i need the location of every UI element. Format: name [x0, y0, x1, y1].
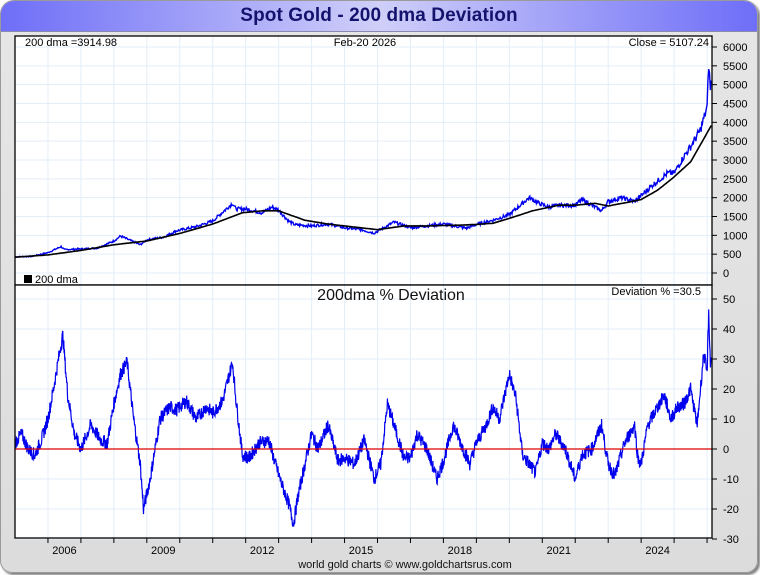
dma-value-label: 200 dma =3914.98	[25, 37, 117, 49]
date-label: Feb-20 2026	[334, 37, 396, 49]
deviation-grid	[15, 285, 712, 540]
price-y-tick-label: 2000	[723, 193, 747, 205]
legend-label-200dma: 200 dma	[35, 274, 79, 286]
deviation-line	[14, 309, 712, 528]
deviation-plot-border	[14, 284, 713, 539]
deviation-series	[14, 309, 712, 528]
deviation-y-tick-label: 50	[723, 294, 735, 306]
price-y-tick-label: 5000	[723, 80, 747, 92]
price-y-axis: 0 500 1000 1500 2000 2500 3000 3500 4000 4500 5000…	[712, 42, 747, 280]
price-y-tick-label: 500	[723, 249, 741, 261]
footer-credit: world gold charts © www.goldchartsrus.co…	[297, 559, 512, 571]
deviation-value-label: Deviation % =30.5	[611, 286, 701, 298]
price-y-tick-label: 3500	[723, 136, 747, 148]
deviation-y-tick-label: 10	[723, 414, 735, 426]
close-value-label: Close = 5107.24	[629, 37, 709, 49]
price-line	[14, 69, 712, 259]
price-grid	[15, 36, 712, 285]
deviation-title: 200dma % Deviation	[317, 287, 465, 304]
x-tick-label: 2009	[151, 545, 175, 557]
x-tick-label: 2021	[547, 545, 571, 557]
deviation-y-tick-label: 20	[723, 384, 735, 396]
price-y-tick-label: 5500	[723, 61, 747, 73]
x-tick-label: 2012	[250, 545, 274, 557]
title-bar: Spot Gold - 200 dma Deviation	[1, 1, 757, 32]
price-y-tick-label: 4000	[723, 117, 747, 129]
deviation-plot-area	[15, 285, 712, 538]
deviation-y-tick-label: -30	[723, 534, 739, 546]
dma-line	[14, 125, 712, 258]
x-tick-label: 2015	[349, 545, 373, 557]
price-series	[14, 69, 712, 259]
x-axis: 2006 2009 2012 2015 2018 2021 2024	[47, 538, 708, 557]
price-y-tick-label: 1000	[723, 230, 747, 242]
deviation-y-tick-label: -20	[723, 504, 739, 516]
price-y-tick-label: 6000	[723, 42, 747, 54]
deviation-y-tick-label: 40	[723, 324, 735, 336]
x-tick-label: 2018	[448, 545, 472, 557]
x-tick-label: 2024	[645, 545, 669, 557]
deviation-y-tick-label: 0	[723, 444, 729, 456]
legend-swatch-200dma	[24, 275, 32, 283]
price-y-tick-label: 0	[723, 268, 729, 280]
deviation-y-axis: -30 -20 -10 0 10 20 30 40 50	[712, 294, 739, 546]
price-y-tick-label: 2500	[723, 174, 747, 186]
deviation-y-tick-label: 30	[723, 354, 735, 366]
deviation-y-tick-label: -10	[723, 474, 739, 486]
chart-title: Spot Gold - 200 dma Deviation	[240, 5, 518, 26]
x-tick-label: 2006	[52, 545, 76, 557]
price-y-tick-label: 1500	[723, 212, 747, 224]
price-y-tick-label: 4500	[723, 99, 747, 111]
price-y-tick-label: 3000	[723, 155, 747, 167]
